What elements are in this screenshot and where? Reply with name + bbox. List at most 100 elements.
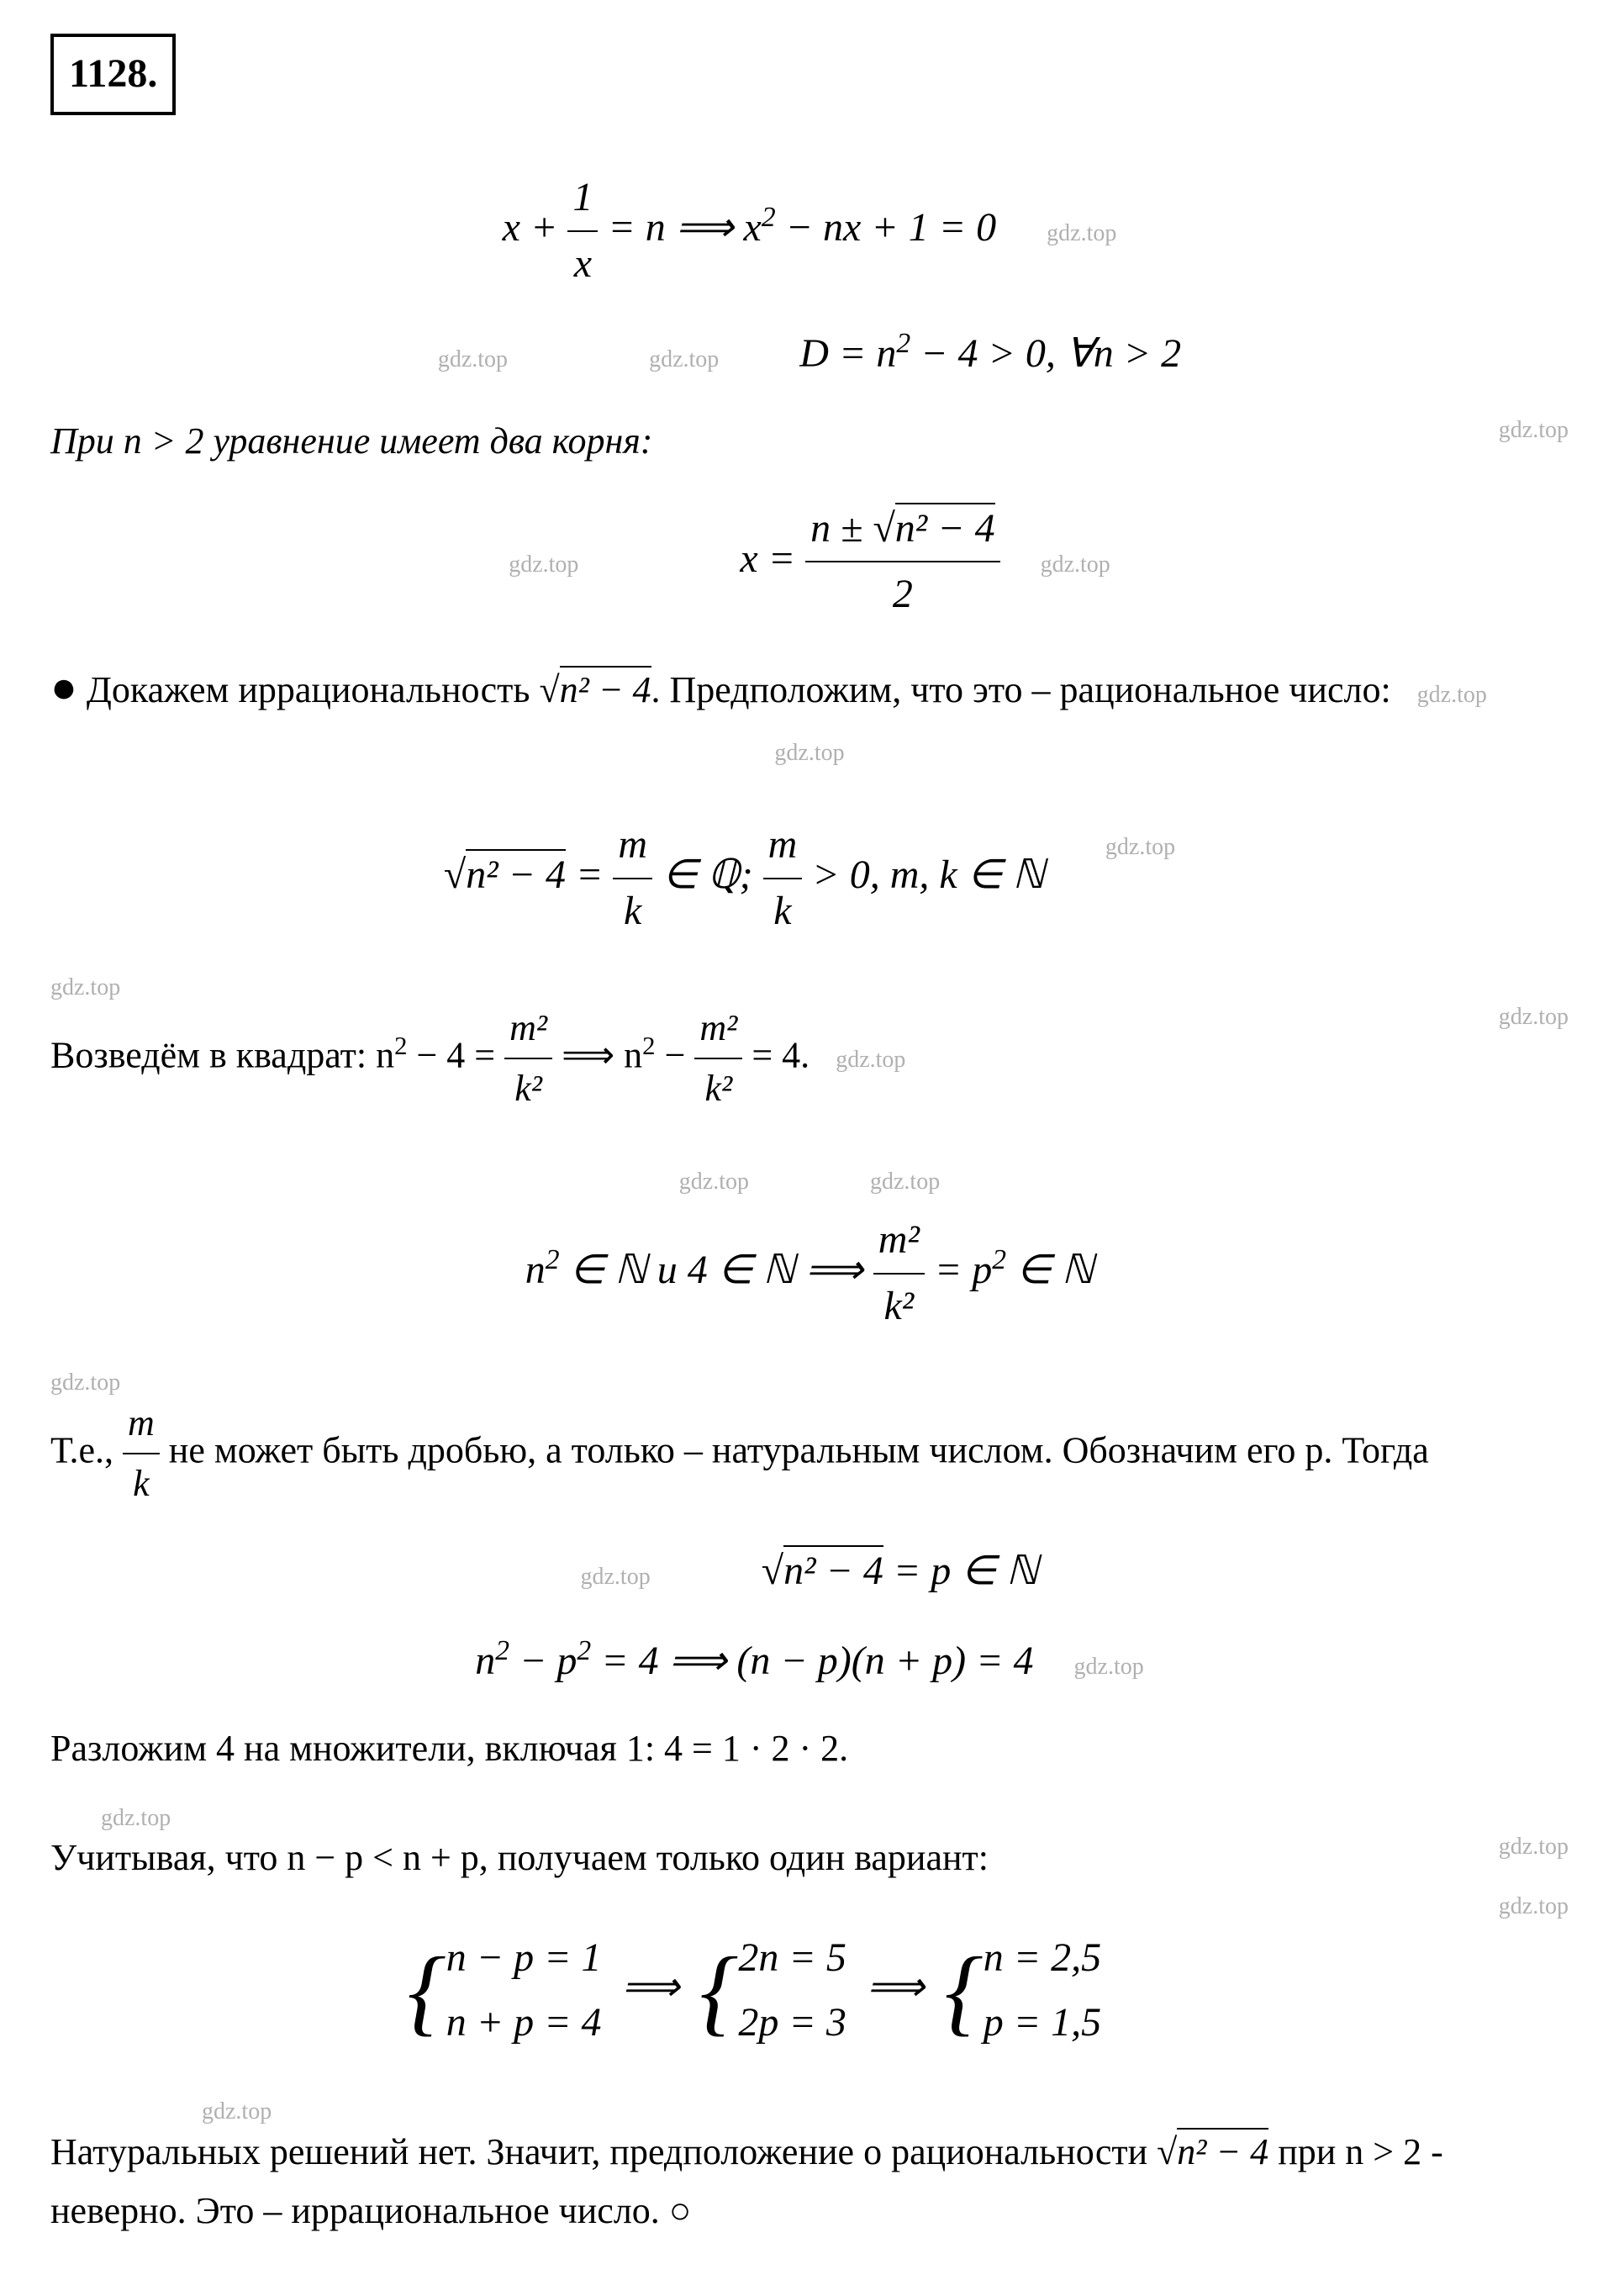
equation-3: gdz.top x = n ± √n² − 42 gdz.top bbox=[50, 497, 1569, 628]
watermark-9a: gdz.top bbox=[679, 1169, 749, 1195]
watermark-2b: gdz.top bbox=[649, 346, 719, 372]
system-3: n = 2,5p = 1,5 bbox=[984, 1926, 1101, 2056]
text3-f1-num: m² bbox=[504, 999, 552, 1059]
watermark-8a: gdz.top bbox=[50, 969, 1569, 1007]
text2-sqrt: √n² − 4 bbox=[539, 666, 651, 710]
equation-1: x + 1x = n ⟹ x2 − nx + 1 = 0 gdz.top bbox=[50, 166, 1569, 297]
text4-frac: mk bbox=[123, 1394, 160, 1514]
brace-3: { bbox=[945, 1913, 984, 2068]
text3-mid3: − bbox=[656, 1034, 695, 1075]
watermark-1: gdz.top bbox=[1047, 220, 1116, 246]
eq5-sup2: 2 bbox=[992, 1244, 1006, 1275]
eq3-num-left: n ± bbox=[810, 506, 873, 551]
watermark-2a: gdz.top bbox=[438, 346, 508, 372]
text2-after: . Предположим, что это – рациональное чи… bbox=[651, 669, 1391, 710]
eq5-f-num: m² bbox=[873, 1208, 925, 1275]
text3-f2-num: m² bbox=[694, 999, 742, 1059]
text3-left: Возведём в квадрат: n bbox=[50, 1034, 394, 1075]
text4-after: не может быть дробью, а только – натурал… bbox=[160, 1429, 1429, 1470]
watermark-5: gdz.top bbox=[1041, 551, 1110, 577]
text3-mid2: ⟹ n bbox=[552, 1034, 642, 1075]
text4-left: Т.е., bbox=[50, 1429, 123, 1470]
eq5-mid2: = p bbox=[925, 1248, 992, 1292]
watermark-6: gdz.top bbox=[1417, 682, 1487, 708]
system-2: 2n = 52p = 3 bbox=[738, 1926, 846, 2056]
text6-content: Учитывая, что n − p < n + p, получаем то… bbox=[50, 1837, 989, 1878]
text-6: gdz.top Учитывая, что n − p < n + p, пол… bbox=[50, 1800, 1569, 1888]
text3-sup1: 2 bbox=[394, 1032, 407, 1060]
text3-frac2: m²k² bbox=[694, 999, 742, 1119]
eq1-frac-den: x bbox=[567, 232, 598, 297]
text7-left: Натуральных решений нет. Значит, предпол… bbox=[50, 2131, 1157, 2172]
watermark-10: gdz.top bbox=[50, 1364, 1569, 1402]
equation-7: n2 − p2 = 4 ⟹ (n − p)(n + p) = 4 gdz.top bbox=[50, 1628, 1569, 1694]
equation-2: gdz.top gdz.top D = n2 − 4 > 0, ∀n > 2 bbox=[50, 321, 1569, 387]
eq4-f2-num: m bbox=[763, 813, 803, 879]
text5-content: Разложим 4 на множители, включая 1: 4 = … bbox=[50, 1728, 848, 1769]
eq3-num: n ± √n² − 4 bbox=[805, 497, 999, 563]
text4-f-num: m bbox=[123, 1394, 160, 1454]
watermark-7b: gdz.top bbox=[1105, 834, 1175, 860]
text-2: ● Докажем иррациональность √n² − 4. Пред… bbox=[50, 652, 1569, 723]
system-equations: {n − p = 1n + p = 4 ⟹ {2n = 52p = 3 ⟹ {n… bbox=[50, 1913, 1569, 2068]
eq6-sqrt: n² − 4 bbox=[783, 1545, 883, 1593]
eq4-sqrt: n² − 4 bbox=[466, 849, 566, 897]
text3-frac1: m²k² bbox=[504, 999, 552, 1119]
text-5: Разложим 4 на множители, включая 1: 4 = … bbox=[50, 1719, 1569, 1778]
bullet-icon: ● bbox=[50, 663, 77, 712]
eq4-f1-num: m bbox=[613, 813, 652, 879]
s2-l2: 2p = 3 bbox=[738, 1991, 846, 2056]
eq7-left: n bbox=[475, 1639, 495, 1683]
s1-l1: n − p = 1 bbox=[446, 1926, 602, 1991]
equation-4: gdz.top √n² − 4 = mk ∈ ℚ; mk > 0, m, k ∈… bbox=[50, 749, 1569, 944]
eq5-f-den: k² bbox=[873, 1275, 925, 1339]
eq7-sup1: 2 bbox=[495, 1635, 509, 1666]
eq5-after: ∈ ℕ bbox=[1006, 1248, 1094, 1292]
watermark-11: gdz.top bbox=[581, 1564, 651, 1590]
s2-l1: 2n = 5 bbox=[738, 1926, 846, 1991]
brace-1: { bbox=[408, 1913, 446, 2068]
s3-l2: p = 1,5 bbox=[984, 1991, 1101, 2056]
text-4: gdz.top Т.е., mk не может быть дробью, а… bbox=[50, 1364, 1569, 1514]
watermark-8c: gdz.top bbox=[1499, 999, 1569, 1037]
eq2-sup: 2 bbox=[896, 328, 910, 359]
s3-l1: n = 2,5 bbox=[984, 1926, 1101, 1991]
eq2-left: D = n bbox=[799, 331, 896, 376]
eq1-frac-num: 1 bbox=[567, 166, 598, 232]
watermark-13: gdz.top bbox=[101, 1800, 1569, 1838]
eq4-mid1: = bbox=[566, 852, 613, 897]
eq5-sup1: 2 bbox=[546, 1244, 560, 1275]
equation-6: gdz.top √n² − 4 = p ∈ ℕ bbox=[50, 1539, 1569, 1604]
watermark-7a: gdz.top bbox=[774, 740, 844, 766]
eq1-part1: x + bbox=[503, 205, 568, 250]
watermark-3: gdz.top bbox=[1499, 412, 1569, 450]
eq5-left: n bbox=[525, 1248, 546, 1292]
text3-f1-den: k² bbox=[504, 1059, 552, 1118]
eq7-after: = 4 ⟹ (n − p)(n + p) = 4 bbox=[591, 1639, 1033, 1683]
s1-l2: n + p = 4 bbox=[446, 1991, 602, 2056]
problem-number: 1128. bbox=[50, 34, 176, 115]
watermark-8b: gdz.top bbox=[836, 1047, 905, 1073]
text3-sup2: 2 bbox=[642, 1032, 655, 1060]
eq3-frac: n ± √n² − 42 bbox=[805, 497, 999, 628]
text2-sqrt-content: n² − 4 bbox=[560, 666, 651, 710]
text3-f2-den: k² bbox=[694, 1059, 742, 1118]
eq4-frac2: mk bbox=[763, 813, 803, 944]
text7-sqrt: √n² − 4 bbox=[1157, 2128, 1268, 2172]
text3-mid1: − 4 = bbox=[407, 1034, 504, 1075]
eq2-after: − 4 > 0, ∀n > 2 bbox=[910, 331, 1181, 376]
equation-5: gdz.top gdz.top n2 ∈ ℕ и 4 ∈ ℕ ⟹ m²k² = … bbox=[50, 1144, 1569, 1339]
text7-sqrt-content: n² − 4 bbox=[1177, 2128, 1268, 2172]
eq4-f1-den: k bbox=[613, 879, 652, 944]
watermark-14b: gdz.top bbox=[1499, 1888, 1569, 1926]
watermark-12: gdz.top bbox=[1074, 1654, 1144, 1680]
watermark-4: gdz.top bbox=[509, 551, 578, 577]
watermark-15: gdz.top bbox=[202, 2093, 1569, 2131]
eq1-mid: = n ⟹ x bbox=[598, 205, 762, 250]
brace-2: { bbox=[699, 1913, 738, 2068]
eq3-sqrt: n² − 4 bbox=[895, 503, 995, 551]
eq4-frac1: mk bbox=[613, 813, 652, 944]
text-7: gdz.top Натуральных решений нет. Значит,… bbox=[50, 2093, 1569, 2241]
system-1: n − p = 1n + p = 4 bbox=[446, 1926, 602, 2056]
text3-after: = 4. bbox=[742, 1034, 810, 1075]
